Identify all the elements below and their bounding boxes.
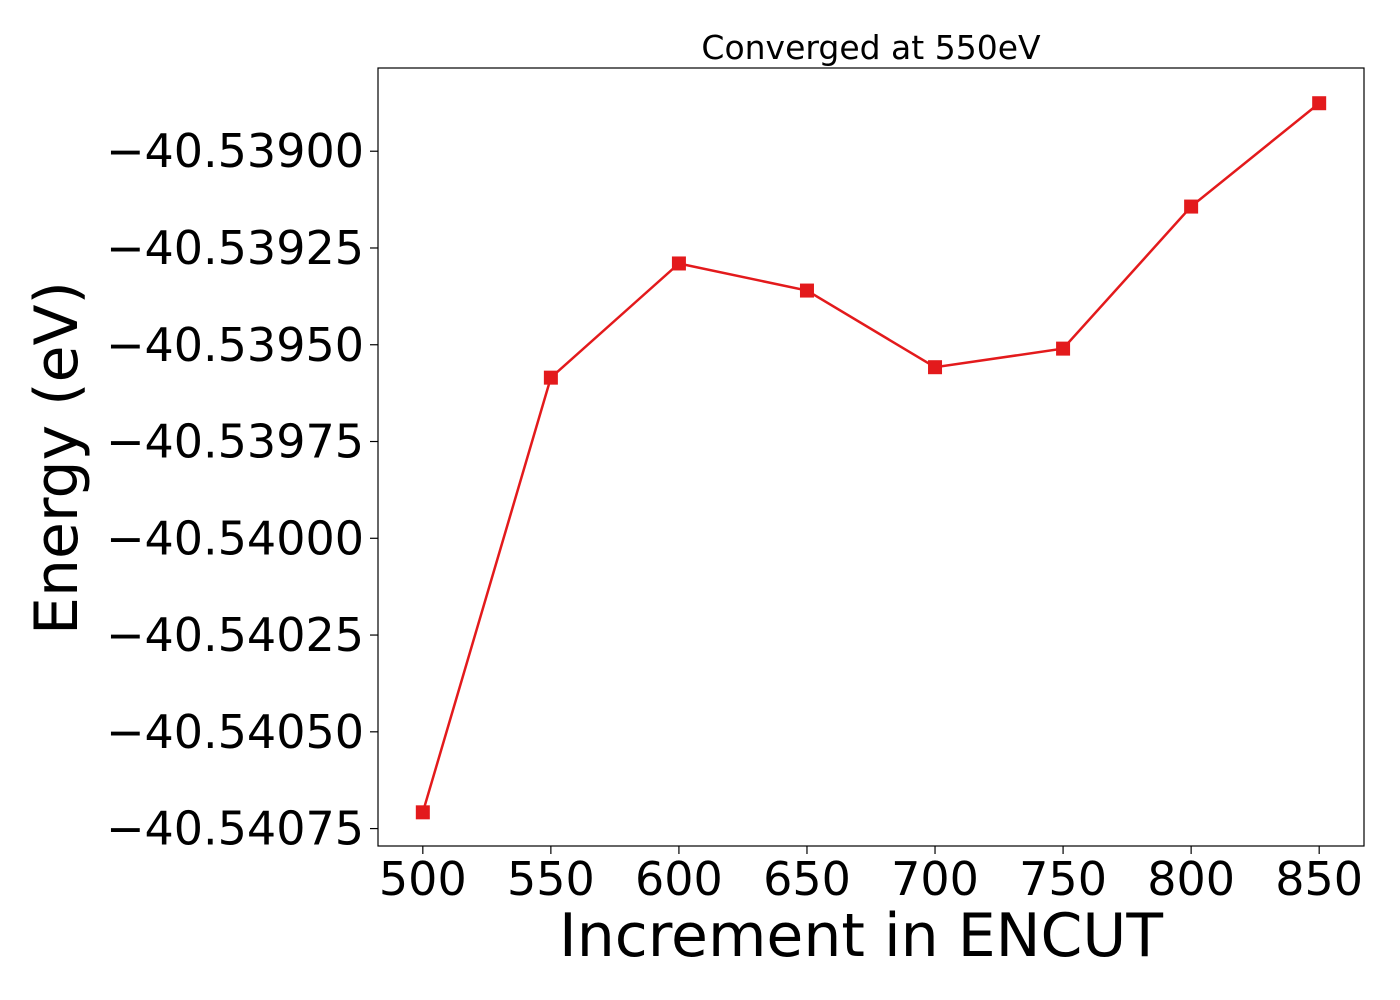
x-tick-label: 800 bbox=[1147, 852, 1235, 906]
x-tick-label: 650 bbox=[763, 852, 851, 906]
y-axis: −40.53900 −40.53925 −40.53950 −40.53975 −40.… bbox=[106, 124, 378, 856]
y-tick-label: −40.54050 bbox=[106, 705, 364, 759]
x-tick-label: 500 bbox=[379, 852, 467, 906]
data-point-marker bbox=[543, 370, 558, 385]
series-line bbox=[421, 102, 1320, 813]
data-point-marker bbox=[415, 805, 430, 820]
chart-title: Converged at 550eV bbox=[701, 28, 1041, 67]
y-tick-label: −40.54075 bbox=[106, 802, 364, 856]
x-tick-label: 700 bbox=[891, 852, 979, 906]
y-tick-label: −40.53950 bbox=[106, 318, 364, 372]
x-tick-label: 550 bbox=[507, 852, 595, 906]
data-point-marker bbox=[799, 283, 814, 298]
x-axis: 500 550 600 650 700 750 800 850 bbox=[379, 846, 1363, 906]
x-tick-label: 750 bbox=[1019, 852, 1107, 906]
x-tick-label: 600 bbox=[635, 852, 723, 906]
y-tick-label: −40.54000 bbox=[106, 511, 364, 565]
x-tick-label: 850 bbox=[1275, 852, 1363, 906]
plot-area-frame bbox=[377, 67, 1365, 847]
data-point-marker bbox=[1184, 199, 1199, 214]
y-tick-label: −40.54025 bbox=[106, 608, 364, 662]
data-point-marker bbox=[928, 360, 943, 375]
x-axis-label: Increment in ENCUT bbox=[559, 901, 1163, 971]
data-point-marker bbox=[1312, 96, 1327, 111]
series-layer bbox=[415, 96, 1327, 820]
y-tick-label: −40.53900 bbox=[106, 124, 364, 178]
y-tick-label: −40.53975 bbox=[106, 415, 364, 469]
data-point-marker bbox=[1056, 341, 1071, 356]
data-point-marker bbox=[671, 256, 686, 271]
y-tick-label: −40.53925 bbox=[106, 221, 364, 275]
y-axis-label: Energy (eV) bbox=[22, 281, 92, 635]
